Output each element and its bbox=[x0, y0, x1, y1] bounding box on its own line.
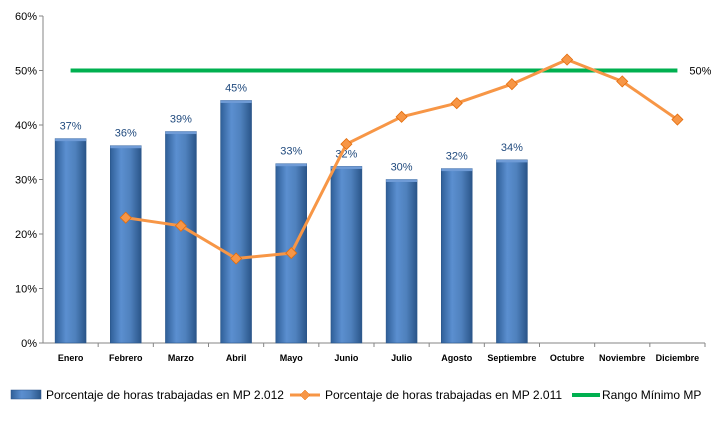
y-tick-label: 30% bbox=[15, 175, 37, 187]
x-tick-label: Diciembre bbox=[656, 353, 700, 363]
x-tick-label: Noviembre bbox=[599, 353, 646, 363]
line-point bbox=[616, 75, 629, 88]
line-point bbox=[450, 97, 463, 110]
y-tick-label: 10% bbox=[15, 284, 37, 296]
x-tick-label: Mayo bbox=[280, 353, 304, 363]
bar-top-bevel bbox=[330, 166, 362, 169]
bar-top-bevel bbox=[386, 179, 418, 182]
bar-data-label: 30% bbox=[391, 162, 413, 174]
y-tick-label: 50% bbox=[15, 66, 37, 78]
bar-top-bevel bbox=[110, 145, 142, 149]
bar-top-bevel bbox=[275, 163, 307, 167]
bar-data-label: 34% bbox=[501, 142, 523, 154]
x-tick-label: Agosto bbox=[441, 353, 472, 363]
line-point bbox=[174, 219, 187, 232]
line-point bbox=[395, 110, 408, 123]
x-tick-label: Octubre bbox=[550, 353, 585, 363]
line-point bbox=[561, 53, 574, 66]
bar bbox=[496, 159, 528, 344]
line-point bbox=[340, 138, 353, 151]
x-tick-label: Junio bbox=[334, 353, 359, 363]
bar bbox=[54, 138, 87, 344]
y-tick-label: 40% bbox=[15, 120, 37, 132]
x-axis: Enero Febrero Marzo Abril Mayo Junio Julio Agos… bbox=[43, 342, 706, 363]
bar-data-label: 33% bbox=[280, 146, 302, 158]
y-tick-label: 0% bbox=[21, 338, 37, 350]
bar-data-label: 37% bbox=[60, 121, 82, 133]
line-point bbox=[671, 113, 684, 126]
y-axis: 0% 10% 20% 30% 40% 50% 60% bbox=[15, 11, 44, 350]
bar bbox=[165, 131, 197, 344]
bar-data-label: 39% bbox=[170, 114, 192, 126]
bar-top-bevel bbox=[496, 159, 528, 163]
bar-top-bevel bbox=[220, 100, 252, 103]
x-tick-label: Febrero bbox=[109, 353, 143, 363]
bar bbox=[110, 145, 142, 344]
bar-data-label: 36% bbox=[115, 128, 137, 140]
line-series bbox=[119, 53, 684, 265]
legend-label-line-series: Porcentaje de horas trabajadas en MP 2.0… bbox=[325, 388, 562, 402]
legend: Porcentaje de horas trabajadas en MP 2.0… bbox=[10, 388, 701, 402]
legend-item-line-series: Porcentaje de horas trabajadas en MP 2.0… bbox=[290, 388, 562, 402]
line-point bbox=[119, 211, 132, 224]
bar-data-label: 32% bbox=[446, 151, 468, 163]
bar-series bbox=[54, 100, 528, 344]
reference-line-label: 50% bbox=[689, 66, 711, 78]
line-point bbox=[505, 78, 518, 91]
y-tick-label: 20% bbox=[15, 229, 37, 241]
x-tick-label: Julio bbox=[391, 353, 413, 363]
legend-label-reference-series: Rango Mínimo MP bbox=[602, 388, 701, 402]
x-tick-label: Enero bbox=[58, 353, 84, 363]
x-tick-label: Septiembre bbox=[487, 353, 536, 363]
reference-series: 50% bbox=[70, 66, 712, 78]
bar-top-bevel bbox=[55, 138, 87, 142]
bar-top-bevel bbox=[441, 168, 473, 172]
bar bbox=[330, 166, 363, 344]
legend-swatch-marker bbox=[299, 389, 311, 401]
legend-swatch-bar bbox=[10, 389, 42, 400]
line-point bbox=[285, 247, 298, 260]
legend-item-reference-series: Rango Mínimo MP bbox=[572, 388, 701, 402]
legend-label-bar-series: Porcentaje de horas trabajadas en MP 2.0… bbox=[46, 388, 284, 402]
x-tick-label: Marzo bbox=[168, 353, 195, 363]
line-point bbox=[230, 252, 243, 265]
bar bbox=[441, 168, 473, 344]
x-tick-label: Abril bbox=[226, 353, 247, 363]
legend-item-bar-series: Porcentaje de horas trabajadas en MP 2.0… bbox=[10, 388, 284, 402]
bar bbox=[385, 179, 418, 344]
bar-top-bevel bbox=[165, 131, 197, 135]
bar-data-label: 45% bbox=[225, 82, 247, 94]
bar bbox=[220, 100, 252, 344]
y-tick-label: 60% bbox=[15, 11, 37, 23]
